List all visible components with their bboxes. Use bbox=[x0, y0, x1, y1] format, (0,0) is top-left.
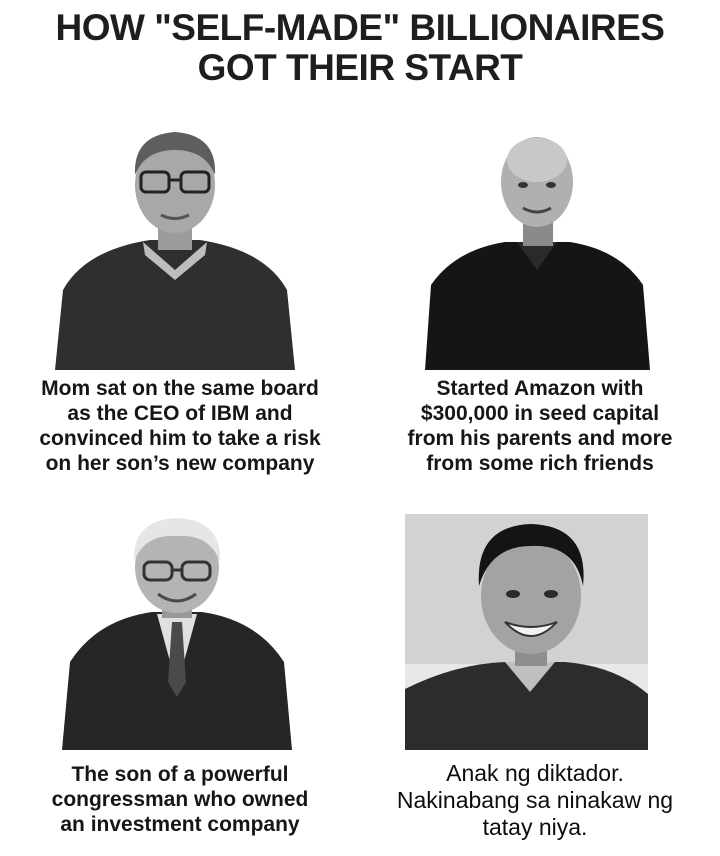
caption-line: as the CEO of IBM and bbox=[67, 402, 293, 425]
caption-line: from some rich friends bbox=[426, 452, 654, 475]
caption-line: Nakinabang sa ninakaw ng bbox=[396, 787, 674, 813]
caption-line: convinced him to take a risk bbox=[39, 427, 321, 450]
caption-1: Mom sat on the same board as the CEO of … bbox=[0, 376, 360, 476]
caption-line: The son of a powerful bbox=[71, 763, 289, 786]
meme-title: HOW "SELF-MADE" BILLIONAIRES GOT THEIR S… bbox=[0, 8, 720, 88]
portrait-photo-4 bbox=[405, 514, 648, 750]
portrait-photo-3 bbox=[62, 512, 292, 750]
caption-4: Anak ng diktador. Nakinabang sa ninakaw … bbox=[350, 760, 720, 841]
caption-line: from his parents and more bbox=[407, 427, 673, 450]
portrait-photo-2 bbox=[425, 130, 650, 370]
title-line-1: HOW "SELF-MADE" BILLIONAIRES bbox=[55, 7, 665, 48]
title-line-2: GOT THEIR START bbox=[197, 47, 523, 88]
caption-line: Started Amazon with bbox=[436, 377, 644, 400]
caption-line: tatay niya. bbox=[482, 814, 588, 840]
caption-line: Anak ng diktador. bbox=[446, 760, 624, 786]
caption-line: Mom sat on the same board bbox=[41, 377, 319, 400]
caption-line: $300,000 in seed capital bbox=[420, 402, 660, 425]
caption-line: an investment company bbox=[60, 813, 300, 836]
caption-2: Started Amazon with $300,000 in seed cap… bbox=[360, 376, 720, 476]
caption-3: The son of a powerful congressman who ow… bbox=[0, 762, 360, 837]
caption-line: on her son’s new company bbox=[45, 452, 315, 475]
caption-line: congressman who owned bbox=[51, 788, 309, 811]
portrait-photo-1 bbox=[55, 120, 295, 370]
